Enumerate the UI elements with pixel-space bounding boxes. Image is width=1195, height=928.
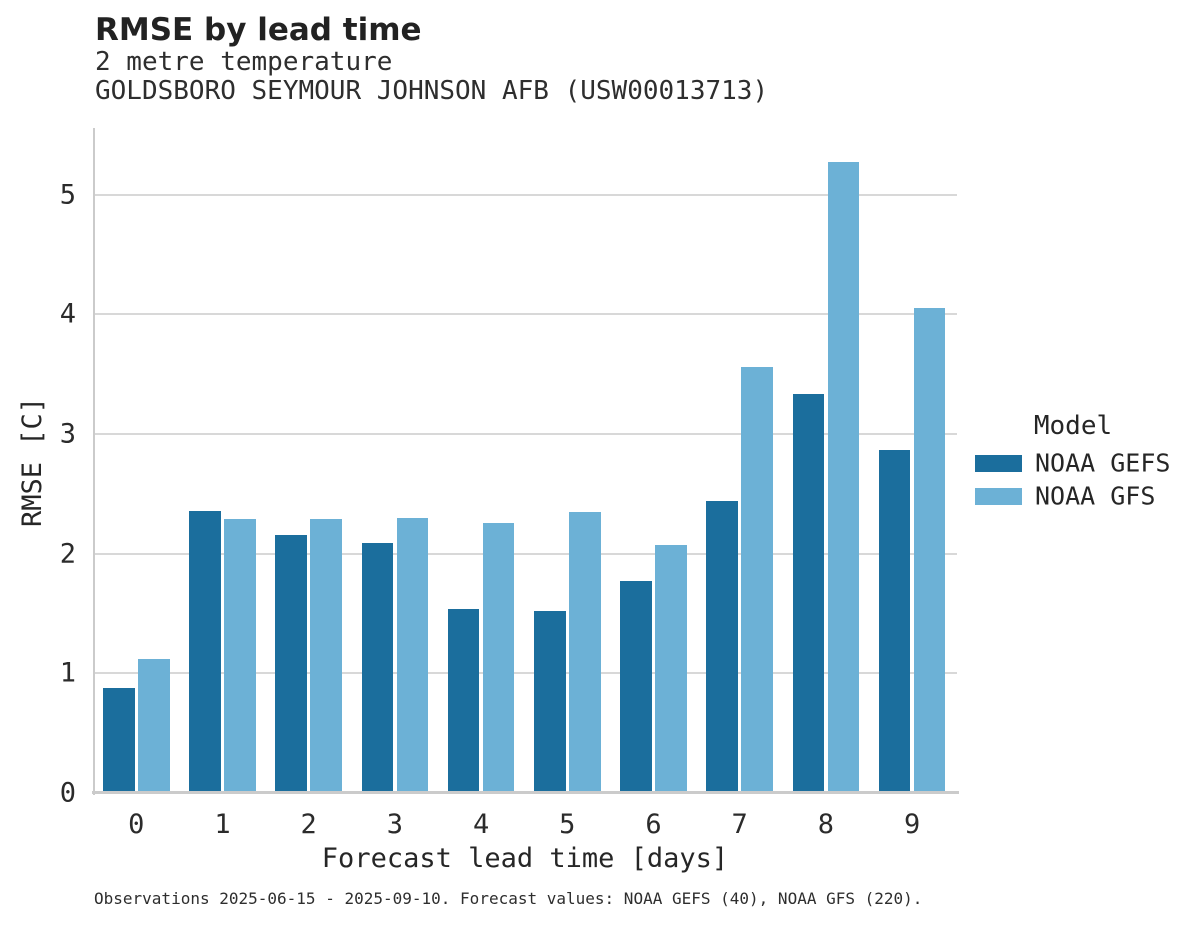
chart-subtitle-variable: 2 metre temperature [95, 47, 393, 77]
x-axis-label: Forecast lead time [days] [321, 843, 729, 874]
x-tick-label-7: 7 [731, 809, 748, 840]
bar-noaa-gefs-lead-0 [103, 687, 135, 793]
x-tick-label-2: 2 [300, 809, 317, 840]
bar-noaa-gefs-lead-7 [706, 501, 738, 793]
legend-label-noaa-gefs: NOAA GEFS [1035, 448, 1171, 478]
y-tick-label-2: 2 [59, 538, 76, 570]
bar-noaa-gfs-lead-1 [224, 518, 256, 793]
bar-noaa-gfs-lead-0 [138, 658, 170, 793]
legend-swatch-noaa-gfs [975, 488, 1022, 505]
bar-noaa-gfs-lead-7 [741, 366, 773, 793]
y-tick-label-3: 3 [59, 418, 76, 450]
legend-label-noaa-gfs: NOAA GFS [1035, 481, 1156, 511]
bar-noaa-gefs-lead-9 [878, 449, 911, 793]
bar-noaa-gefs-lead-5 [534, 611, 566, 793]
bar-noaa-gefs-lead-1 [189, 510, 221, 793]
x-tick-label-9: 9 [903, 809, 921, 840]
gridline-y-4 [94, 313, 957, 316]
legend-title: Model [1033, 411, 1113, 441]
bar-noaa-gefs-lead-4 [447, 608, 480, 793]
y-tick-label-5: 5 [59, 179, 76, 211]
legend-swatch-noaa-gefs [975, 455, 1022, 472]
chart-subtitle-station: GOLDSBORO SEYMOUR JOHNSON AFB (USW000137… [95, 76, 769, 106]
y-tick-label-0: 0 [59, 777, 76, 809]
gridline-y-1 [94, 672, 957, 675]
y-tick-label-4: 4 [59, 298, 76, 330]
x-tick-label-5: 5 [559, 809, 576, 840]
bar-noaa-gefs-lead-3 [361, 542, 394, 793]
bar-noaa-gfs-lead-6 [655, 545, 687, 793]
x-tick-label-1: 1 [214, 809, 231, 840]
bar-noaa-gfs-lead-8 [827, 162, 860, 793]
chart-title: RMSE by lead time [95, 12, 422, 48]
bar-noaa-gefs-lead-2 [275, 534, 307, 793]
footnote: Observations 2025-06-15 - 2025-09-10. Fo… [94, 889, 923, 908]
gridline-y-5 [94, 193, 957, 196]
bar-noaa-gfs-lead-2 [310, 518, 342, 793]
plot-area [92, 128, 959, 795]
x-tick-label-8: 8 [817, 809, 835, 840]
y-tick-label-1: 1 [59, 657, 76, 689]
bar-noaa-gefs-lead-6 [620, 581, 652, 793]
bar-noaa-gfs-lead-5 [569, 511, 601, 793]
bar-noaa-gefs-lead-8 [792, 394, 825, 793]
gridline-y-3 [94, 432, 957, 435]
bar-noaa-gfs-lead-4 [482, 522, 515, 793]
x-tick-label-0: 0 [128, 809, 145, 840]
y-axis-label: RMSE [C] [17, 396, 48, 528]
x-tick-label-4: 4 [472, 809, 490, 840]
legend: Model NOAA GEFS NOAA GFS [975, 412, 1185, 522]
x-tick-label-3: 3 [386, 809, 404, 840]
gridline-y-2 [94, 552, 957, 555]
x-axis-line [92, 791, 959, 794]
bar-noaa-gfs-lead-9 [913, 308, 946, 793]
bar-noaa-gfs-lead-3 [396, 517, 429, 793]
y-axis-line [93, 128, 95, 795]
x-tick-label-6: 6 [645, 809, 662, 840]
